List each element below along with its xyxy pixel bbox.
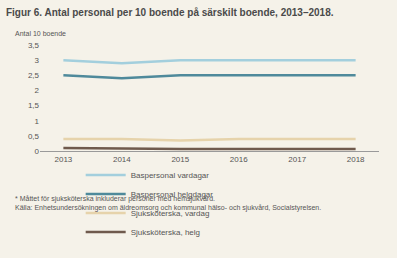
svg-text:2,5: 2,5	[28, 71, 40, 80]
svg-text:3,5: 3,5	[28, 41, 40, 50]
svg-text:* Måttet för sjuksköterska ink: * Måttet för sjuksköterska inkluderar pe…	[15, 195, 215, 203]
svg-text:Baspersonal vardagar: Baspersonal vardagar	[131, 171, 210, 180]
svg-text:Sjuksköterska, helg: Sjuksköterska, helg	[131, 228, 200, 237]
svg-text:0: 0	[35, 147, 40, 156]
svg-text:2018: 2018	[347, 155, 365, 164]
svg-text:Antal 10 boende: Antal 10 boende	[15, 30, 66, 37]
svg-text:0,5: 0,5	[28, 132, 40, 141]
svg-text:3: 3	[35, 56, 40, 65]
svg-text:2014: 2014	[113, 155, 131, 164]
svg-text:2016: 2016	[230, 155, 248, 164]
svg-text:2015: 2015	[171, 155, 189, 164]
svg-text:Sjuksköterska, vardag: Sjuksköterska, vardag	[131, 209, 210, 218]
svg-text:2017: 2017	[288, 155, 306, 164]
svg-text:2: 2	[35, 86, 40, 95]
svg-text:Figur 6. Antal personal per 10: Figur 6. Antal personal per 10 boende på…	[6, 7, 334, 18]
svg-text:1: 1	[35, 117, 40, 126]
svg-text:1,5: 1,5	[28, 101, 40, 110]
svg-text:2013: 2013	[54, 155, 72, 164]
svg-text:Baspersonal helgdagar: Baspersonal helgdagar	[131, 190, 214, 199]
svg-text:Källa: Enhetsundersökningen om: Källa: Enhetsundersökningen om äldreomso…	[15, 204, 321, 212]
